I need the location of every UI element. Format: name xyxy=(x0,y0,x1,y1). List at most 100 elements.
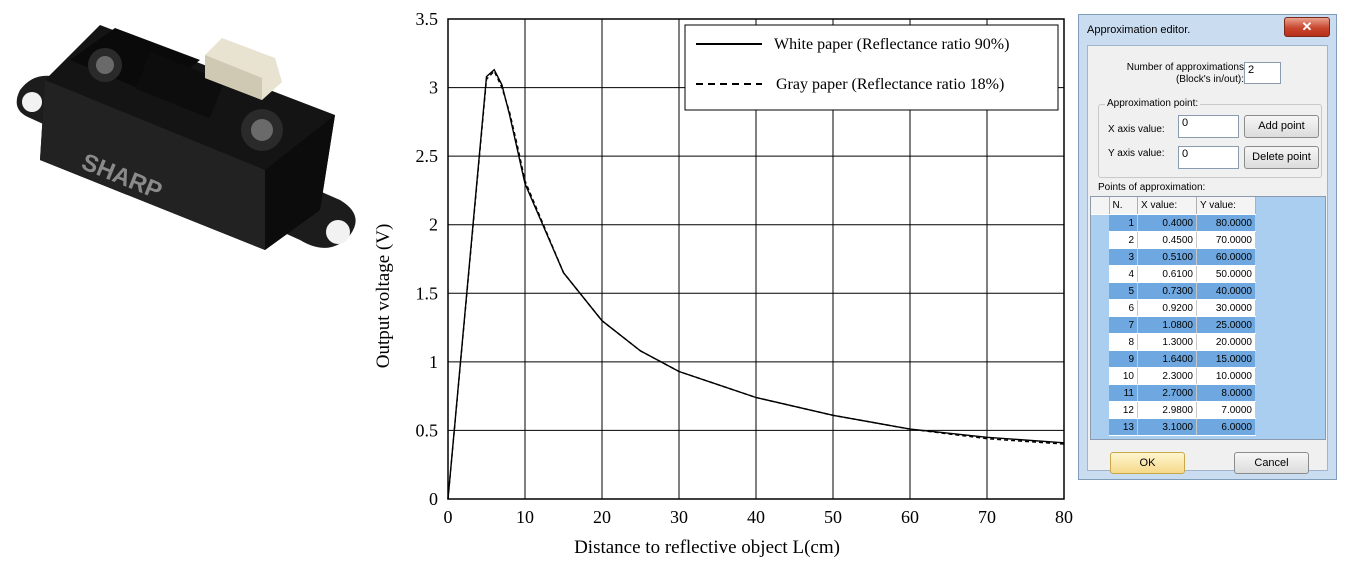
num-label-line2: (Block's in/out): xyxy=(1175,74,1244,85)
cell-n[interactable]: 7 xyxy=(1109,316,1138,334)
cell-y-value[interactable]: 25.0000 xyxy=(1196,316,1256,334)
cell-x-value[interactable]: 3.1000 xyxy=(1137,418,1197,436)
cell-y-value[interactable]: 40.0000 xyxy=(1196,282,1256,300)
x-tick-label: 80 xyxy=(1055,507,1073,527)
cell-n[interactable]: 10 xyxy=(1109,367,1138,385)
cell-x-value[interactable]: 0.4000 xyxy=(1137,214,1197,232)
cell-n[interactable]: 13 xyxy=(1109,418,1138,436)
x-axis-value-label: X axis value: xyxy=(1108,124,1165,135)
y-axis-value-input[interactable]: 0 xyxy=(1178,146,1239,169)
cell-n[interactable]: 11 xyxy=(1109,384,1138,402)
cell-x-value[interactable]: 1.6400 xyxy=(1137,350,1197,368)
cell-n[interactable]: 1 xyxy=(1109,214,1138,232)
approximation-editor-dialog: Approximation editor. ✕ Number of approx… xyxy=(1078,14,1337,480)
cell-y-value[interactable]: 70.0000 xyxy=(1196,231,1256,249)
column-header-y[interactable]: Y value: xyxy=(1196,197,1256,215)
delete-point-button[interactable]: Delete point xyxy=(1244,146,1319,169)
num-label-line1: Number of approximations xyxy=(1126,62,1244,73)
y-axis-value-label: Y axis value: xyxy=(1108,148,1165,159)
cell-x-value[interactable]: 0.9200 xyxy=(1137,299,1197,317)
row-gutter xyxy=(1091,265,1109,283)
cell-n[interactable]: 4 xyxy=(1109,265,1138,283)
cell-y-value[interactable]: 80.0000 xyxy=(1196,214,1256,232)
table-row[interactable]: 5 0.7300 40.0000 xyxy=(1091,282,1256,300)
ok-button[interactable]: OK xyxy=(1110,452,1185,474)
x-tick-label: 50 xyxy=(824,507,842,527)
num-approximations-input[interactable]: 2 xyxy=(1244,62,1281,84)
column-header-n[interactable]: N. xyxy=(1109,197,1138,215)
cell-n[interactable]: 9 xyxy=(1109,350,1138,368)
cell-x-value[interactable]: 0.6100 xyxy=(1137,265,1197,283)
cell-x-value[interactable]: 1.0800 xyxy=(1137,316,1197,334)
table-row[interactable]: 3 0.5100 60.0000 xyxy=(1091,248,1256,266)
table-row[interactable]: 6 0.9200 30.0000 xyxy=(1091,299,1256,317)
x-tick-label: 10 xyxy=(516,507,534,527)
y-tick-label: 2.5 xyxy=(416,146,439,166)
close-icon: ✕ xyxy=(1301,19,1313,34)
series-line-white-paper xyxy=(447,68,1065,500)
cell-y-value[interactable]: 20.0000 xyxy=(1196,333,1256,351)
add-point-button[interactable]: Add point xyxy=(1244,115,1319,138)
legend-label-white: White paper (Reflectance ratio 90%) xyxy=(774,36,1009,53)
sensor-photo: SHARP xyxy=(16,25,356,250)
row-gutter xyxy=(1091,282,1109,300)
cell-y-value[interactable]: 8.0000 xyxy=(1196,384,1256,402)
table-row[interactable]: 10 2.3000 10.0000 xyxy=(1091,367,1256,385)
table-row[interactable]: 1 0.4000 80.0000 xyxy=(1091,214,1256,232)
cell-n[interactable]: 2 xyxy=(1109,231,1138,249)
cell-n[interactable]: 3 xyxy=(1109,248,1138,266)
y-tick-label: 2 xyxy=(429,215,438,235)
cell-x-value[interactable]: 1.3000 xyxy=(1137,333,1197,351)
cell-y-value[interactable]: 50.0000 xyxy=(1196,265,1256,283)
cell-x-value[interactable]: 0.7300 xyxy=(1137,282,1197,300)
cell-y-value[interactable]: 10.0000 xyxy=(1196,367,1256,385)
x-tick-label: 20 xyxy=(593,507,611,527)
x-tick-label: 60 xyxy=(901,507,919,527)
x-tick-label: 70 xyxy=(978,507,996,527)
table-row[interactable]: 2 0.4500 70.0000 xyxy=(1091,231,1256,249)
row-gutter xyxy=(1091,418,1109,436)
y-tick-label: 1.5 xyxy=(416,283,439,303)
cell-n[interactable]: 12 xyxy=(1109,401,1138,419)
column-header-x[interactable]: X value: xyxy=(1137,197,1197,215)
row-gutter xyxy=(1091,248,1109,266)
y-tick-label: 3.5 xyxy=(416,9,439,29)
table-row[interactable]: 13 3.1000 6.0000 xyxy=(1091,418,1256,436)
table-row[interactable]: 8 1.3000 20.0000 xyxy=(1091,333,1256,351)
dialog-title: Approximation editor. xyxy=(1087,24,1191,36)
cell-x-value[interactable]: 2.7000 xyxy=(1137,384,1197,402)
x-tick-label: 0 xyxy=(444,507,453,527)
x-axis-value-input[interactable]: 0 xyxy=(1178,115,1239,138)
cell-y-value[interactable]: 60.0000 xyxy=(1196,248,1256,266)
table-row[interactable]: 9 1.6400 15.0000 xyxy=(1091,350,1256,368)
cell-y-value[interactable]: 6.0000 xyxy=(1196,418,1256,436)
cell-y-value[interactable]: 15.0000 xyxy=(1196,350,1256,368)
series-line-gray-paper xyxy=(447,69,1065,500)
cell-n[interactable]: 6 xyxy=(1109,299,1138,317)
approximation-point-group: Approximation point: X axis value: 0 Add… xyxy=(1098,98,1322,178)
points-grid[interactable]: N. X value: Y value: 1 0.4000 80.0000 2 0.45… xyxy=(1090,196,1326,440)
cell-x-value[interactable]: 2.9800 xyxy=(1137,401,1197,419)
table-row[interactable]: 11 2.7000 8.0000 xyxy=(1091,384,1256,402)
table-row[interactable]: 4 0.6100 50.0000 xyxy=(1091,265,1256,283)
legend: White paper (Reflectance ratio 90%) Gray… xyxy=(684,24,1059,111)
cell-y-value[interactable]: 30.0000 xyxy=(1196,299,1256,317)
voltage-distance-chart: 0 10 20 30 40 50 60 70 80 0 0.5 1 1.5 2 2.5 3 3.5 White … xyxy=(373,9,1073,558)
legend-label-gray: Gray paper (Reflectance ratio 18%) xyxy=(776,76,1004,93)
num-approximations-label: Number of approximations (Block's in/out… xyxy=(1110,62,1244,86)
cell-y-value[interactable]: 7.0000 xyxy=(1196,401,1256,419)
close-button[interactable]: ✕ xyxy=(1284,17,1330,37)
grid-corner xyxy=(1091,197,1110,215)
cell-x-value[interactable]: 2.3000 xyxy=(1137,367,1197,385)
table-row[interactable]: 7 1.0800 25.0000 xyxy=(1091,316,1256,334)
row-gutter xyxy=(1091,214,1109,232)
cell-x-value[interactable]: 0.5100 xyxy=(1137,248,1197,266)
cell-x-value[interactable]: 0.4500 xyxy=(1137,231,1197,249)
row-gutter xyxy=(1091,299,1109,317)
cell-n[interactable]: 8 xyxy=(1109,333,1138,351)
cell-n[interactable]: 5 xyxy=(1109,282,1138,300)
row-gutter xyxy=(1091,316,1109,334)
table-row[interactable]: 12 2.9800 7.0000 xyxy=(1091,401,1256,419)
cancel-button[interactable]: Cancel xyxy=(1234,452,1309,474)
title-bar: Approximation editor. ✕ xyxy=(1079,15,1336,45)
